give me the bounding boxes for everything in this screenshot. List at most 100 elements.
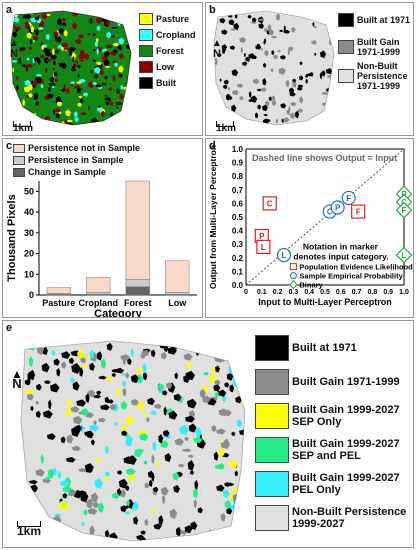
legend-swatch bbox=[139, 61, 153, 73]
y-tick-label: 0.5 bbox=[232, 213, 244, 222]
map-patch bbox=[70, 377, 75, 384]
map-patch bbox=[41, 535, 48, 540]
map-patch bbox=[174, 438, 184, 446]
legend-label: Built Gain 1971-1999 bbox=[357, 37, 401, 57]
map-patch bbox=[70, 406, 80, 413]
map-patch bbox=[29, 479, 38, 484]
map-patch bbox=[73, 111, 78, 118]
map-patch bbox=[42, 410, 53, 419]
legend-label: Built at 1971 bbox=[357, 15, 411, 25]
legend-item: Persistence not in Sample bbox=[13, 143, 193, 153]
north-arrow-icon: ▲ bbox=[11, 367, 23, 381]
map-patch bbox=[45, 58, 53, 62]
map-patch bbox=[251, 17, 257, 23]
map-patch bbox=[30, 405, 34, 412]
map-patch bbox=[114, 367, 125, 374]
map-patch bbox=[43, 47, 49, 54]
map-patch bbox=[57, 44, 63, 49]
map-patch bbox=[32, 80, 39, 86]
map-patch bbox=[47, 468, 55, 479]
map-patch bbox=[78, 468, 87, 473]
legend-item: Built Gain 1971-1999 bbox=[255, 369, 413, 395]
map-patch bbox=[90, 492, 99, 503]
map-patch bbox=[230, 28, 237, 31]
map-patch bbox=[120, 401, 128, 410]
legend-label: Non-Built Persistence 1999-2027 bbox=[292, 506, 407, 530]
map-patch bbox=[92, 59, 97, 62]
bar-segment bbox=[125, 180, 150, 280]
map-patch bbox=[263, 113, 268, 117]
map-patch bbox=[74, 38, 82, 45]
map-patch bbox=[292, 78, 297, 83]
map-patch bbox=[12, 67, 15, 73]
legend-label: Built Gain 1999-2027 SEP and PEL bbox=[292, 438, 400, 462]
map-patch bbox=[109, 101, 114, 107]
map-patch bbox=[93, 48, 96, 52]
map-patch bbox=[68, 49, 73, 57]
map-patch bbox=[106, 31, 112, 39]
map-patch bbox=[216, 428, 226, 435]
map-patch bbox=[207, 342, 211, 350]
study-area-outline bbox=[20, 340, 246, 542]
map-patch bbox=[96, 47, 99, 55]
map-patch bbox=[228, 19, 235, 26]
notation-item: Sample Empirical Probability bbox=[289, 272, 404, 281]
map-patch bbox=[193, 436, 203, 444]
map-patch bbox=[66, 434, 74, 444]
map-patch bbox=[165, 382, 173, 389]
map-patch bbox=[61, 22, 67, 27]
map-patch bbox=[121, 372, 126, 377]
map-patch bbox=[31, 84, 37, 89]
map-patch bbox=[228, 460, 239, 469]
map-patch bbox=[193, 487, 199, 499]
map-patch bbox=[158, 434, 164, 444]
map-patch bbox=[98, 375, 107, 380]
map-patch bbox=[125, 468, 136, 476]
map-patch bbox=[130, 116, 131, 121]
map-patch bbox=[71, 426, 81, 438]
data-point-label: C bbox=[267, 199, 273, 208]
legend-item: Forest bbox=[139, 45, 202, 57]
map-patch bbox=[26, 63, 33, 69]
legend-label: Built Gain 1971-1999 bbox=[292, 376, 400, 388]
map-patch bbox=[105, 44, 113, 49]
map-patch bbox=[227, 86, 231, 91]
map-patch bbox=[229, 491, 234, 500]
map-patch bbox=[117, 470, 123, 475]
map-patch bbox=[160, 440, 169, 449]
map-patch bbox=[45, 33, 50, 41]
panel-a: a ▲ N 1km Pasture Cropland Forest Low Built bbox=[2, 2, 203, 136]
map-patch bbox=[234, 14, 238, 19]
map-patch bbox=[140, 353, 146, 359]
scale-bar: 1km bbox=[216, 121, 237, 134]
map-patch bbox=[104, 471, 110, 477]
map-patch bbox=[271, 50, 275, 56]
map-patch bbox=[111, 26, 118, 29]
map-patch bbox=[275, 118, 279, 124]
map-patch bbox=[26, 57, 30, 61]
legend-swatch bbox=[139, 13, 153, 25]
map-patch bbox=[151, 454, 155, 465]
map-patch bbox=[224, 482, 231, 487]
map-patch bbox=[298, 75, 304, 81]
map-patch bbox=[87, 507, 98, 515]
map-patch bbox=[151, 472, 155, 482]
map-patch bbox=[121, 430, 128, 437]
map-patch bbox=[78, 78, 86, 83]
map-patch bbox=[267, 24, 272, 32]
map-patch bbox=[57, 470, 62, 480]
map-patch bbox=[61, 42, 69, 48]
map-patch bbox=[263, 40, 266, 45]
map-patch bbox=[275, 13, 280, 21]
legend-label: Change in Sample bbox=[28, 167, 107, 177]
map-patch bbox=[240, 47, 244, 54]
map-patch bbox=[99, 122, 103, 125]
data-point-label: L bbox=[281, 251, 286, 260]
map-patch bbox=[28, 93, 33, 98]
map-patch bbox=[124, 511, 131, 515]
map-patch bbox=[226, 112, 232, 117]
map-patch bbox=[239, 36, 246, 43]
map-patch bbox=[28, 356, 34, 368]
x-tick-label: 0.3 bbox=[289, 289, 299, 296]
map-patch bbox=[264, 49, 269, 57]
